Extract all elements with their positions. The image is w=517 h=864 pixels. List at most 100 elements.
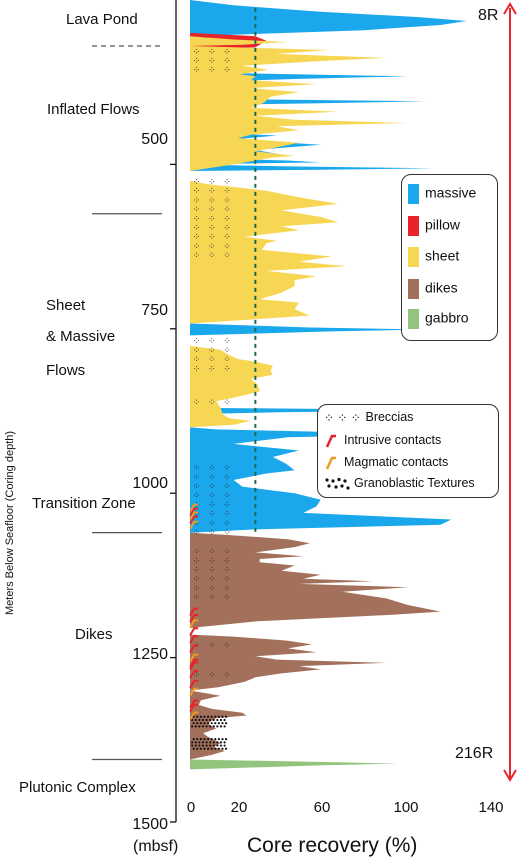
granoblastic-dot bbox=[214, 738, 217, 741]
breccia-mark: ⁘ bbox=[208, 66, 216, 76]
breccia-mark: ⁘ bbox=[208, 56, 216, 66]
breccia-mark: ⁘ bbox=[193, 177, 201, 187]
intrusive-contact-11 bbox=[189, 699, 199, 709]
breccia-mark: ⁘ bbox=[193, 196, 201, 206]
intrusive-contact-6 bbox=[189, 644, 199, 653]
unit-label-transition-zone: Transition Zone bbox=[32, 495, 136, 512]
breccia-zone-7: ⁘ ⁘ ⁘ bbox=[193, 671, 231, 681]
breccia-mark: ⁘ bbox=[208, 364, 216, 374]
granoblastic-dot bbox=[192, 722, 195, 725]
magmatic-contact-5 bbox=[189, 687, 199, 697]
breccia-mark: ⁘ bbox=[208, 177, 216, 187]
legend-swatch-massive bbox=[408, 184, 419, 204]
series-dikes-segment-2 bbox=[190, 690, 247, 760]
breccia-mark: ⁘ bbox=[208, 482, 216, 492]
legend-item-magmatic: Magmatic contacts bbox=[324, 455, 448, 470]
series-massive-segment-7 bbox=[190, 164, 434, 171]
granoblastic-dot bbox=[205, 725, 208, 728]
breccia-mark: ⁘ bbox=[208, 47, 216, 57]
breccia-mark: ⁘ bbox=[208, 355, 216, 365]
granoblastic-dot bbox=[210, 722, 213, 725]
granoblastic-dot bbox=[212, 744, 215, 747]
breccia-mark: ⁘ bbox=[208, 556, 216, 566]
y-tick-1000: 1000 bbox=[132, 475, 168, 492]
breccia-mark: ⁘ bbox=[193, 187, 201, 197]
y-axis-title: Meters Below Seafloor (Coring depth) bbox=[4, 430, 16, 615]
granoblastic-dot bbox=[198, 718, 201, 722]
granoblastic-dot bbox=[198, 744, 201, 747]
breccia-mark: ⁘ bbox=[223, 224, 231, 234]
granoblastic-dot bbox=[209, 744, 212, 747]
breccia-mark: ⁘ bbox=[223, 205, 231, 215]
lithology-legend: massive pillow sheet dikes gabbro bbox=[401, 174, 498, 341]
symbol-legend: ⁘ ⁘ ⁘ Breccias Intrusive contacts Magmat… bbox=[317, 404, 499, 498]
breccia-mark: ⁘ bbox=[193, 66, 201, 76]
granoblastic-dot bbox=[192, 738, 195, 741]
breccia-mark: ⁘ bbox=[223, 47, 231, 57]
granoblastic-dot bbox=[199, 715, 202, 718]
granoblastic-dot bbox=[214, 715, 217, 718]
granoblastic-dot bbox=[194, 744, 197, 747]
granoblastic-dot bbox=[212, 718, 215, 722]
breccia-mark: ⁘ bbox=[223, 641, 231, 651]
granoblastic-dot bbox=[194, 725, 197, 728]
unit-label-inflated-flows: Inflated Flows bbox=[47, 101, 140, 118]
breccia-mark: ⁘ bbox=[208, 593, 216, 603]
granoblastic-dot bbox=[224, 722, 228, 725]
legend-item-breccias: ⁘ ⁘ ⁘ Breccias bbox=[324, 410, 414, 425]
intrusive-contact-8 bbox=[189, 661, 199, 670]
granoblastic-dot bbox=[201, 718, 205, 722]
breccia-mark: ⁘ bbox=[223, 547, 231, 557]
breccia-mark: ⁘ bbox=[208, 346, 216, 356]
breccia-mark: ⁘ bbox=[208, 251, 216, 261]
breccia-mark: ⁘ bbox=[208, 671, 216, 681]
x-tick-60: 60 bbox=[313, 799, 331, 816]
breccia-mark: ⁘ bbox=[208, 464, 216, 474]
breccia-mark: ⁘ bbox=[208, 187, 216, 197]
breccia-mark: ⁘ bbox=[193, 47, 201, 57]
breccia-mark: ⁘ bbox=[208, 205, 216, 215]
breccia-mark: ⁘ bbox=[208, 233, 216, 243]
granoblastic-dot bbox=[216, 718, 219, 722]
granoblastic-dot bbox=[203, 738, 206, 741]
breccia-mark: ⁘ bbox=[193, 233, 201, 243]
granoblastic-dot bbox=[196, 715, 199, 718]
breccia-zone-1: ⁘ ⁘ ⁘⁘ ⁘ ⁘⁘ ⁘ ⁘⁘ ⁘ ⁘⁘ ⁘ ⁘⁘ ⁘ ⁘⁘ ⁘ ⁘⁘ ⁘ ⁘⁘ ⁘ ⁘ bbox=[193, 177, 231, 261]
granoblastic-dot bbox=[219, 741, 223, 744]
red-slash-icon bbox=[325, 434, 336, 448]
breccia-mark: ⁘ bbox=[208, 528, 216, 538]
magmatic-contact-0 bbox=[189, 503, 199, 513]
breccia-mark: ⁘ bbox=[223, 242, 231, 252]
intrusive-contact-0 bbox=[189, 507, 199, 517]
breccia-mark: ⁘ bbox=[193, 56, 201, 66]
magmatic-contact-2 bbox=[189, 520, 199, 530]
breccia-mark: ⁘ bbox=[223, 565, 231, 575]
breccia-zone-5: ⁘ ⁘ ⁘⁘ ⁘ ⁘⁘ ⁘ ⁘⁘ ⁘ ⁘⁘ ⁘ ⁘⁘ ⁘ ⁘ bbox=[193, 547, 231, 603]
unit-label-sheet-line1: Sheet bbox=[46, 297, 86, 314]
granoblastic-dot bbox=[191, 741, 194, 744]
intrusive-contact-3 bbox=[189, 614, 199, 623]
granoblastic-dot bbox=[205, 744, 208, 747]
breccia-mark: ⁘ bbox=[193, 519, 201, 529]
series-gabbro-segment-0 bbox=[190, 759, 397, 770]
y-tick-1500: 1500 bbox=[132, 816, 168, 833]
granoblastic-dot bbox=[199, 722, 202, 725]
granoblastic-dot bbox=[194, 718, 197, 722]
breccia-mark: ⁘ bbox=[193, 584, 201, 594]
breccia-mark: ⁘ bbox=[193, 251, 201, 261]
granoblastic-dot bbox=[196, 738, 199, 741]
legend-swatch-dikes bbox=[408, 279, 419, 299]
breccia-mark: ⁘ bbox=[193, 398, 201, 408]
y-tick-500: 500 bbox=[141, 131, 168, 148]
breccia-mark: ⁘ bbox=[223, 519, 231, 529]
granoblastic-dot bbox=[214, 722, 217, 725]
granoblastic-dot bbox=[224, 747, 228, 750]
breccia-zone-6: ⁘ ⁘ ⁘ bbox=[193, 641, 231, 651]
breccia-mark: ⁘ bbox=[208, 242, 216, 252]
breccia-mark: ⁘ bbox=[223, 500, 231, 510]
granoblastic-dot bbox=[217, 722, 220, 725]
breccia-mark: ⁘ bbox=[223, 233, 231, 243]
breccia-mark: ⁘ bbox=[223, 671, 231, 681]
series-sheet-segment-3 bbox=[190, 345, 273, 428]
breccia-mark: ⁘ bbox=[208, 510, 216, 520]
